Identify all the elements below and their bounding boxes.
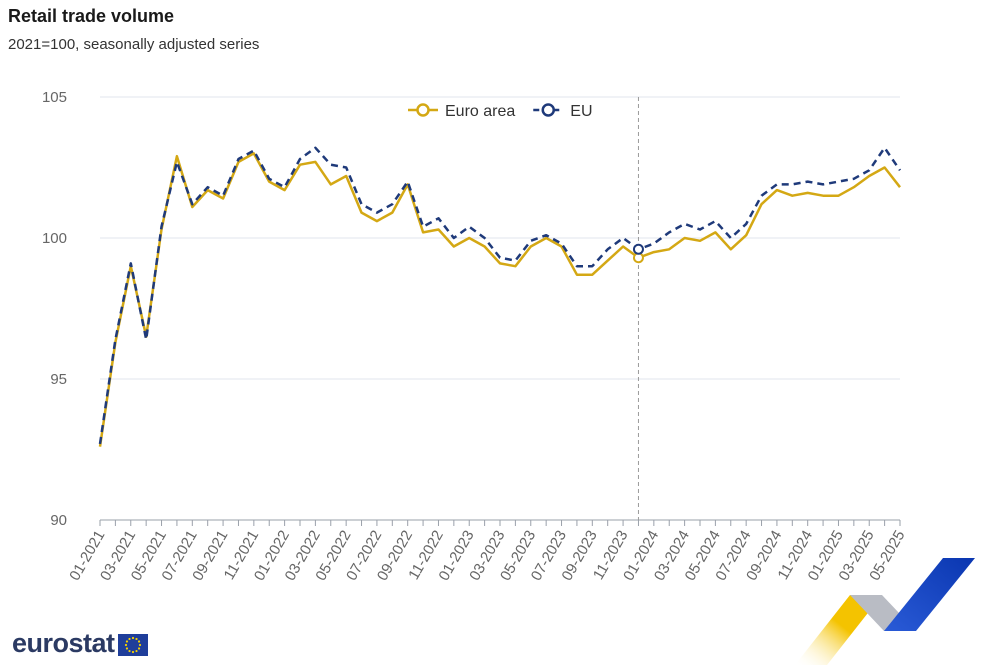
legend-swatch-marker [541, 103, 556, 117]
y-tick-label: 95 [50, 371, 67, 388]
chart-subtitle: 2021=100, seasonally adjusted series [8, 36, 260, 53]
legend-label[interactable]: EU [570, 103, 592, 120]
flag-star [127, 637, 131, 640]
flag-star [134, 637, 138, 640]
series-line-2[interactable] [98, 146, 902, 445]
legend-swatch-marker [416, 103, 430, 117]
eurostat-logo: eurostat [12, 628, 148, 659]
flag-star [125, 646, 128, 650]
y-tick-label: 100 [42, 230, 67, 247]
decorative-ribbon [795, 558, 975, 665]
flag-star [131, 636, 134, 639]
series-lines [98, 146, 902, 447]
flag-star [137, 639, 140, 643]
chart-title: Retail trade volume [8, 6, 175, 26]
legend: Euro area EU [408, 103, 593, 120]
flag-star [138, 643, 141, 646]
hover-marker-2 [632, 243, 644, 255]
flag-star [137, 646, 140, 650]
y-tick-label: 90 [50, 512, 67, 529]
eu-flag-icon [117, 633, 148, 656]
flag-star [124, 643, 127, 646]
y-axis: 90 95 100 105 [42, 89, 67, 529]
y-tick-label: 105 [42, 89, 67, 106]
series-line-1[interactable] [98, 152, 901, 447]
logo-text: eurostat [12, 628, 115, 658]
flag-star [134, 649, 138, 652]
x-axis: 01-202103-202105-202107-202109-202111-20… [66, 519, 908, 584]
flag-star [127, 649, 131, 652]
line-chart[interactable]: 90 95 100 105 01-202103-202105-202107-20210… [0, 0, 1000, 600]
legend-label[interactable]: Euro area [445, 103, 515, 120]
flag-star [131, 650, 134, 653]
hover-markers [632, 243, 644, 264]
grid-lines [100, 96, 900, 380]
flag-star [125, 639, 128, 643]
